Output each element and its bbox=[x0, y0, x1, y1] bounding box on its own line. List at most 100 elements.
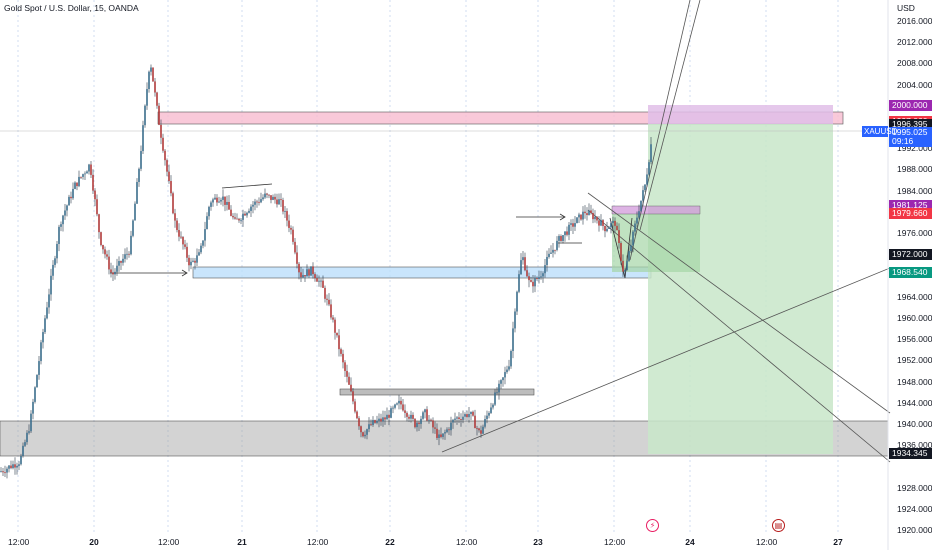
candle-body bbox=[80, 176, 82, 178]
candle-body bbox=[380, 418, 382, 422]
candle-body bbox=[498, 383, 500, 393]
candle-body bbox=[524, 257, 526, 271]
candle-body bbox=[404, 410, 406, 413]
candle-body bbox=[310, 266, 312, 276]
candle-body bbox=[360, 426, 362, 433]
time-tick: 12:00 bbox=[307, 537, 329, 547]
candle-body bbox=[114, 271, 116, 275]
candle-body bbox=[228, 201, 230, 210]
candle-body bbox=[0, 471, 2, 473]
candle-body bbox=[480, 430, 482, 434]
candle-body bbox=[384, 417, 386, 420]
candle-body bbox=[176, 220, 178, 231]
candle-body bbox=[108, 256, 110, 270]
candle-body bbox=[288, 220, 290, 228]
small-wedge bbox=[609, 217, 633, 279]
candle-body bbox=[458, 417, 460, 420]
candle-body bbox=[618, 230, 620, 244]
candle-body bbox=[50, 275, 52, 295]
candle-body bbox=[40, 342, 42, 362]
candle-body bbox=[4, 472, 6, 474]
candle-body bbox=[222, 196, 224, 200]
candle-body bbox=[26, 432, 28, 443]
candle-body bbox=[530, 280, 532, 282]
candle-body bbox=[378, 418, 380, 421]
candle-body bbox=[318, 280, 320, 282]
candle-body bbox=[562, 235, 564, 241]
candle-body bbox=[508, 366, 510, 370]
candle-body bbox=[622, 260, 624, 272]
candle-body bbox=[576, 217, 578, 224]
candle-body bbox=[302, 275, 304, 278]
candle-body bbox=[182, 236, 184, 245]
price-tick: 1924.000 bbox=[897, 503, 932, 514]
candle-body bbox=[90, 164, 92, 175]
candle-body bbox=[542, 273, 544, 277]
candle-body bbox=[160, 124, 162, 138]
candle-body bbox=[212, 199, 214, 203]
candle-body bbox=[630, 245, 632, 252]
candle-body bbox=[500, 380, 502, 384]
candle-body bbox=[48, 294, 50, 308]
candle-body bbox=[594, 216, 596, 220]
candle-body bbox=[96, 199, 98, 215]
price-tick: 1940.000 bbox=[897, 418, 932, 429]
lightning-icon[interactable]: ⚡ bbox=[646, 519, 659, 532]
candle-body bbox=[156, 92, 158, 106]
time-tick: 12:00 bbox=[456, 537, 478, 547]
candle-body bbox=[38, 361, 40, 375]
candle-body bbox=[306, 269, 308, 277]
candle-body bbox=[632, 231, 634, 246]
chart-title: Gold Spot / U.S. Dollar, 15, OANDA bbox=[4, 3, 139, 13]
candle-body bbox=[200, 245, 202, 253]
candle-body bbox=[258, 201, 260, 203]
candle-body bbox=[232, 215, 234, 218]
candle-body bbox=[550, 252, 552, 254]
candle-body bbox=[350, 384, 352, 392]
candle-body bbox=[2, 471, 4, 473]
candle-body bbox=[120, 261, 122, 263]
candle-body bbox=[448, 429, 450, 431]
price-tick: 1944.000 bbox=[897, 397, 932, 408]
candle-body bbox=[612, 220, 614, 224]
candle-body bbox=[638, 211, 640, 218]
candle-body bbox=[60, 224, 62, 227]
candle-body bbox=[440, 434, 442, 437]
candle-body bbox=[368, 424, 370, 430]
price-tag: 1972.000 bbox=[889, 248, 932, 260]
candle-body bbox=[198, 252, 200, 256]
chart-zones bbox=[0, 105, 889, 457]
candle-body bbox=[298, 263, 300, 273]
candle-body bbox=[240, 219, 242, 221]
candle-body bbox=[414, 418, 416, 428]
candle-body bbox=[466, 414, 468, 418]
candle-body bbox=[260, 199, 262, 203]
candle-body bbox=[46, 307, 48, 319]
candle-body bbox=[420, 418, 422, 424]
us-flag-icon[interactable]: ▤ bbox=[772, 519, 785, 532]
candle-body bbox=[328, 299, 330, 305]
candle-body bbox=[262, 197, 264, 200]
candle-body bbox=[386, 414, 388, 420]
candle-body bbox=[284, 211, 286, 212]
candle-body bbox=[144, 105, 146, 126]
candle-body bbox=[488, 412, 490, 416]
price-tick: 1928.000 bbox=[897, 482, 932, 493]
candle-body bbox=[514, 311, 516, 329]
candle-body bbox=[456, 417, 458, 419]
arrow-3-head bbox=[559, 213, 566, 221]
candle-body bbox=[600, 220, 602, 226]
candle-body bbox=[490, 407, 492, 413]
price-tick: 1952.000 bbox=[897, 355, 932, 366]
candle-body bbox=[24, 442, 26, 446]
candle-body bbox=[416, 422, 418, 428]
price-tag: 1979.660 bbox=[889, 208, 932, 220]
price-tick: 2012.000 bbox=[897, 37, 932, 48]
candle-body bbox=[124, 254, 126, 259]
candle-body bbox=[390, 408, 392, 418]
symbol-badge[interactable]: XAUUSD bbox=[862, 126, 898, 137]
candle-body bbox=[582, 211, 584, 220]
price-tag: 1995.025 bbox=[889, 126, 932, 138]
candle-body bbox=[72, 188, 74, 199]
